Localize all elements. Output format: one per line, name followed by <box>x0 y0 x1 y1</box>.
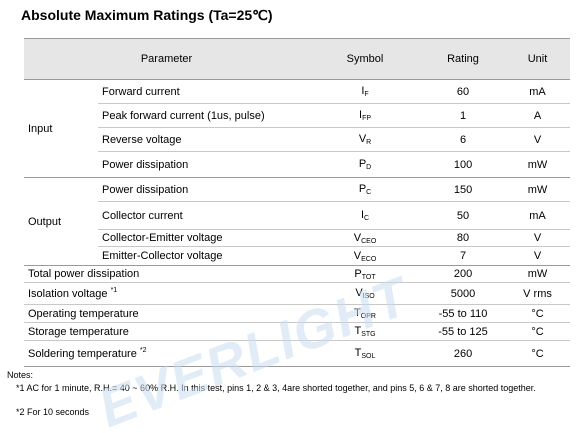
param-cell: Power dissipation <box>98 151 310 178</box>
unit-cell: mW <box>505 151 571 178</box>
rating-cell: 50 <box>421 201 506 230</box>
unit-cell: mA <box>505 201 571 230</box>
table-row: Peak forward current (1us, pulse) IFP 1 … <box>24 103 571 128</box>
table-row: Isolation voltage *1 VISO 5000 V rms <box>24 282 571 305</box>
param-cell: Power dissipation <box>98 177 310 202</box>
notes-heading: Notes: <box>7 370 34 380</box>
rating-cell: 6 <box>421 127 506 152</box>
note-1: *1 AC for 1 minute, R.H.= 40 ~ 60% R.H. … <box>16 383 536 393</box>
rating-cell: -55 to 125 <box>421 322 506 341</box>
unit-cell: °C <box>505 340 571 367</box>
param-cell: Operating temperature <box>24 304 310 323</box>
table-row: Total power dissipation PTOT 200 mW <box>24 265 571 283</box>
param-cell: Total power dissipation <box>24 265 310 283</box>
section-title: Absolute Maximum Ratings (Ta=25℃) <box>21 7 273 23</box>
unit-cell: mA <box>505 79 571 104</box>
absolute-maximum-ratings-table: Parameter Symbol Rating Unit Input Forwa… <box>24 38 571 367</box>
header-rating: Rating <box>421 38 506 80</box>
rating-cell: 1 <box>421 103 506 128</box>
symbol-cell: PTOT <box>309 265 422 283</box>
symbol-cell: TOPR <box>309 304 422 323</box>
param-cell: Forward current <box>98 79 310 104</box>
unit-cell: V <box>505 127 571 152</box>
table-row: Reverse voltage VR 6 V <box>24 127 571 152</box>
symbol-cell: IFP <box>309 103 422 128</box>
table-header-row: Parameter Symbol Rating Unit <box>24 38 571 80</box>
symbol-cell: VCEO <box>309 229 422 247</box>
symbol-cell: IC <box>309 201 422 230</box>
rating-cell: 260 <box>421 340 506 367</box>
rating-cell: 60 <box>421 79 506 104</box>
header-symbol: Symbol <box>309 38 422 80</box>
table-row: Soldering temperature *2 TSOL 260 °C <box>24 340 571 367</box>
symbol-cell: VECO <box>309 246 422 266</box>
unit-cell: V <box>505 229 571 247</box>
header-unit: Unit <box>505 38 571 80</box>
param-cell: Emitter-Collector voltage <box>98 246 310 266</box>
symbol-cell: PD <box>309 151 422 178</box>
table-row: Power dissipation PD 100 mW <box>24 151 571 178</box>
param-cell: Collector-Emitter voltage <box>98 229 310 247</box>
group-label-input: Input <box>24 79 98 178</box>
rating-cell: -55 to 110 <box>421 304 506 323</box>
unit-cell: °C <box>505 322 571 341</box>
param-cell: Isolation voltage *1 <box>24 282 310 305</box>
table-row: Emitter-Collector voltage VECO 7 V <box>24 246 571 266</box>
unit-cell: mW <box>505 265 571 283</box>
table-row: Operating temperature TOPR -55 to 110 °C <box>24 304 571 323</box>
notes-section: Notes: *1 AC for 1 minute, R.H.= 40 ~ 60… <box>7 369 536 418</box>
param-cell: Storage temperature <box>24 322 310 341</box>
param-cell: Soldering temperature *2 <box>24 340 310 367</box>
note-2: *2 For 10 seconds <box>16 407 90 417</box>
symbol-cell: PC <box>309 177 422 202</box>
symbol-cell: VR <box>309 127 422 152</box>
symbol-cell: TSTG <box>309 322 422 341</box>
rating-cell: 150 <box>421 177 506 202</box>
unit-cell: V rms <box>505 282 571 305</box>
symbol-cell: TSOL <box>309 340 422 367</box>
rating-cell: 200 <box>421 265 506 283</box>
footnote-ref: *2 <box>139 347 147 354</box>
table-row: Collector-Emitter voltage VCEO 80 V <box>24 229 571 247</box>
header-parameter: Parameter <box>24 38 310 80</box>
rating-cell: 80 <box>421 229 506 247</box>
param-cell: Collector current <box>98 201 310 230</box>
param-cell: Reverse voltage <box>98 127 310 152</box>
table-row: Collector current IC 50 mA <box>24 201 571 230</box>
table-row: Storage temperature TSTG -55 to 125 °C <box>24 322 571 341</box>
unit-cell: V <box>505 246 571 266</box>
symbol-cell: IF <box>309 79 422 104</box>
unit-cell: mW <box>505 177 571 202</box>
param-cell: Peak forward current (1us, pulse) <box>98 103 310 128</box>
group-label-output: Output <box>24 177 98 266</box>
table-row: Input Forward current IF 60 mA <box>24 79 571 178</box>
unit-cell: A <box>505 103 571 128</box>
rating-cell: 5000 <box>421 282 506 305</box>
symbol-cell: VISO <box>309 282 422 305</box>
unit-cell: °C <box>505 304 571 323</box>
footnote-ref: *1 <box>110 287 118 294</box>
table-row: Output Power dissipation PC 150 mW <box>24 177 571 266</box>
rating-cell: 7 <box>421 246 506 266</box>
rating-cell: 100 <box>421 151 506 178</box>
